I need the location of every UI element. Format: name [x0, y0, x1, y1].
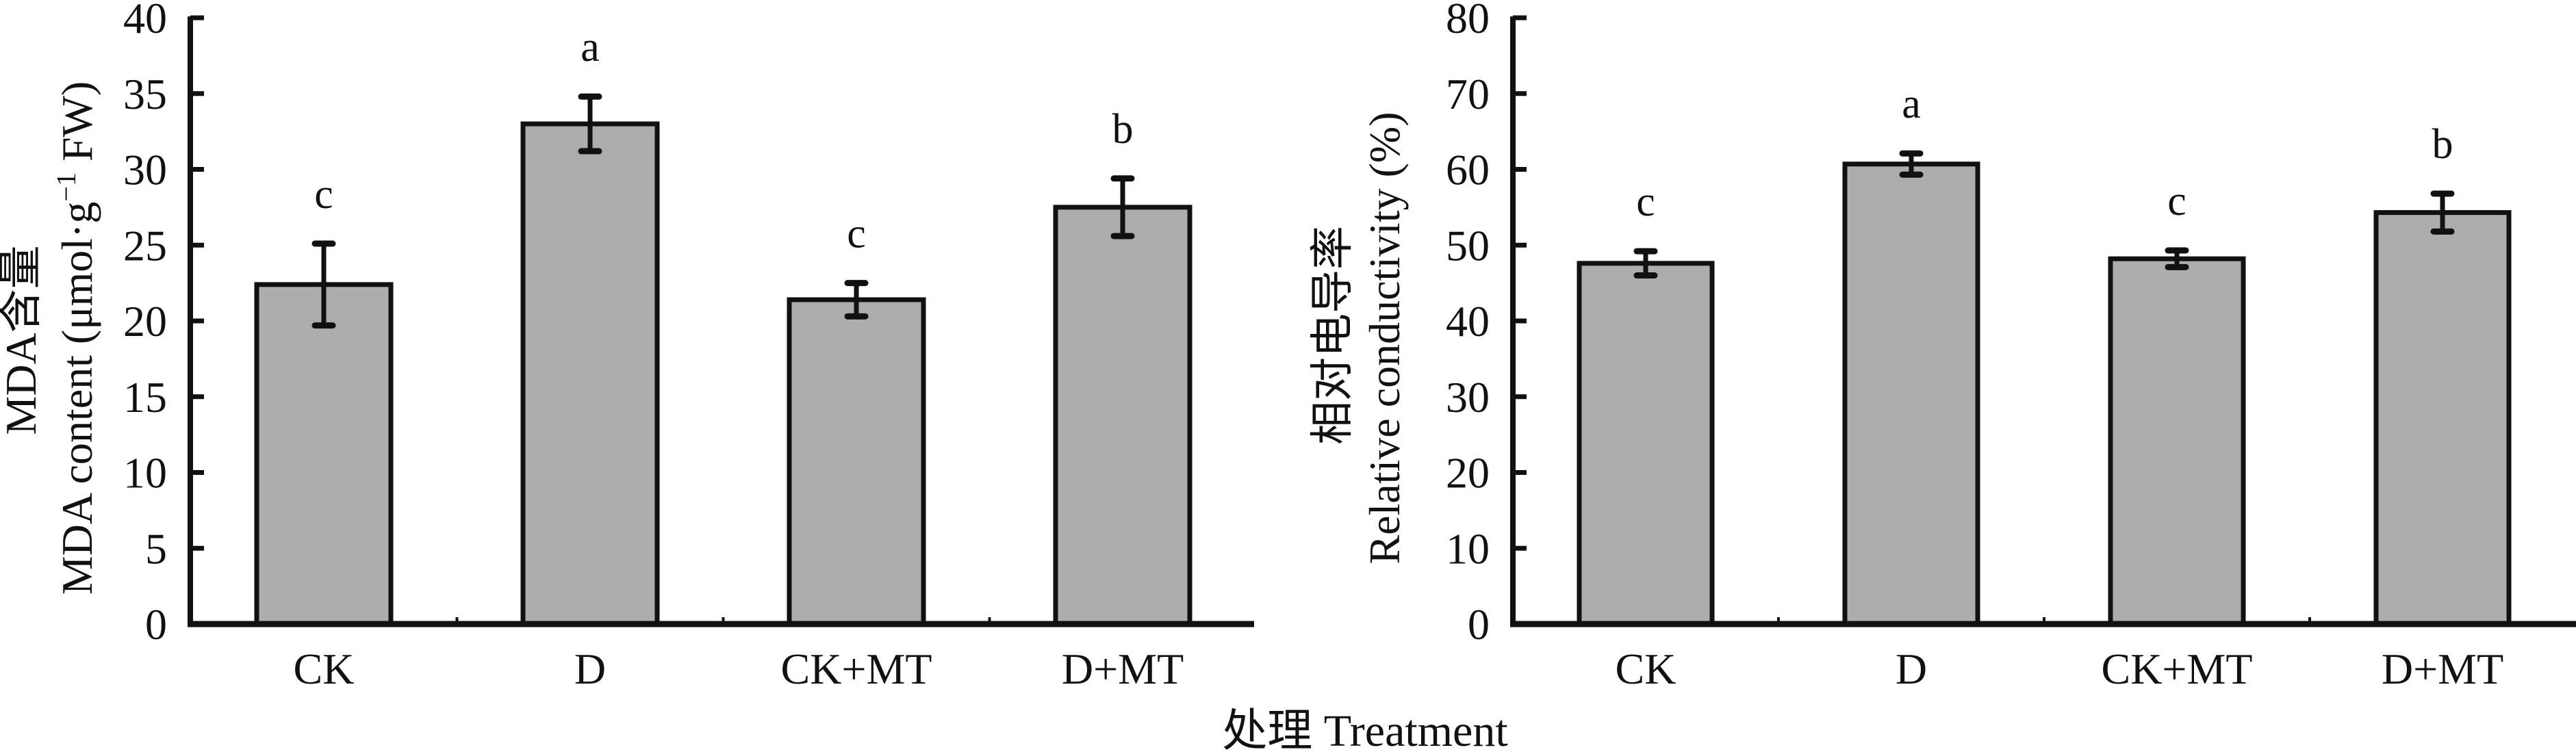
conductivity-ylabel-en: Relative conductivity (%) — [1360, 112, 1409, 564]
mda-x-tick-label: CK+MT — [781, 645, 932, 693]
mda-significance-letter: a — [581, 24, 600, 70]
shared-x-axis-title: 处理 Treatment — [1222, 706, 1507, 752]
mda-ylabel-cn: MDA含量 — [0, 245, 45, 435]
conductivity-y-tick-label: 80 — [1446, 0, 1490, 42]
mda-ylabel-en-tail: FW) — [53, 81, 101, 172]
mda-bar-d-mt — [1053, 205, 1193, 627]
conductivity-y-tick-label: 40 — [1446, 297, 1490, 346]
conductivity-y-tick-label: 10 — [1446, 524, 1490, 573]
conductivity-error-bar-d — [1899, 150, 1924, 178]
mda-y-tick-label: 20 — [123, 297, 167, 346]
conductivity-bar-d-mt — [2373, 210, 2512, 627]
conductivity-significance-letter: b — [2432, 121, 2453, 168]
mda-axes: CK D CK+MT D+MT 0 5 10 15 20 25 30 35 40 — [123, 0, 1254, 693]
conductivity-x-tick-label: CK — [1616, 645, 1676, 693]
mda-bar-ck-mt — [787, 297, 926, 627]
mda-y-tick-label: 40 — [123, 0, 167, 42]
mda-significance-letter: c — [847, 211, 866, 257]
mda-significance-letter: b — [1112, 106, 1134, 153]
mda-bar-d — [520, 121, 660, 627]
mda-significance-letter: c — [314, 171, 333, 218]
conductivity-bar-ck-mt — [2108, 256, 2246, 627]
conductivity-axes: CK D CK+MT D+MT 0 10 20 30 40 50 60 70 80 — [1446, 0, 2576, 693]
mda-error-bar-d — [578, 93, 602, 155]
conductivity-x-tick-label: D — [1896, 645, 1927, 693]
mda-y-tick-label: 10 — [123, 449, 167, 497]
mda-y-tick-label: 5 — [145, 524, 167, 573]
conductivity-chart: c a c b CK D CK+MT D+MT 0 10 20 30 40 50 60 70 80 相对电导率… — [1308, 0, 2576, 693]
conductivity-x-tick-label: CK+MT — [2102, 645, 2253, 693]
conductivity-significance-letter: c — [2167, 178, 2186, 224]
conductivity-y-tick-label: 0 — [1468, 600, 1490, 649]
mda-ylabel-en-main: MDA content (μmol·g — [53, 202, 101, 595]
mda-chart: c a c b CK D CK+MT D+MT 0 5 10 15 20 25 30 35 40 MDA含量 … — [0, 0, 1254, 693]
mda-x-tick-label: CK — [294, 645, 355, 693]
conductivity-y-tick-label: 50 — [1446, 221, 1490, 270]
conductivity-bars: c a c b — [1577, 81, 2512, 627]
mda-bars: c a c b — [254, 24, 1193, 627]
conductivity-y-tick-label: 20 — [1446, 449, 1490, 497]
mda-y-tick-label: 15 — [123, 373, 167, 422]
conductivity-bar-ck — [1577, 261, 1715, 627]
conductivity-significance-letter: a — [1902, 81, 1921, 127]
mda-error-bar-ck — [311, 240, 336, 329]
mda-bar-ck — [254, 282, 394, 627]
mda-x-tick-label: D — [574, 645, 606, 693]
conductivity-y-axis-title: 相对电导率 Relative conductivity (%) — [1308, 112, 1409, 564]
mda-y-tick-label: 30 — [123, 146, 167, 194]
mda-y-tick-label: 25 — [123, 221, 167, 270]
mda-y-tick-label: 35 — [123, 70, 167, 118]
conductivity-error-bar-ck-mt — [2165, 247, 2189, 270]
mda-ylabel-en-sup: −1 — [51, 172, 81, 202]
conductivity-error-bar-d-mt — [2430, 190, 2455, 235]
conductivity-y-tick-label: 60 — [1446, 146, 1490, 194]
mda-error-bar-d-mt — [1110, 175, 1135, 239]
conductivity-error-bar-ck — [1633, 248, 1658, 279]
mda-x-tick-label: D+MT — [1062, 645, 1184, 693]
mda-ylabel-en: MDA content (μmol·g−1 FW) — [51, 81, 101, 595]
conductivity-x-tick-label: D+MT — [2382, 645, 2503, 693]
mda-error-bar-ck-mt — [844, 280, 869, 320]
conductivity-bar-d — [1842, 161, 1980, 627]
conductivity-ylabel-cn: 相对电导率 — [1308, 226, 1357, 445]
conductivity-significance-letter: c — [1636, 179, 1655, 225]
conductivity-y-tick-label: 30 — [1446, 373, 1490, 422]
mda-y-axis-title: MDA含量 MDA content (μmol·g−1 FW) — [0, 81, 101, 595]
mda-y-tick-label: 0 — [145, 600, 167, 649]
conductivity-y-tick-label: 70 — [1446, 70, 1490, 118]
